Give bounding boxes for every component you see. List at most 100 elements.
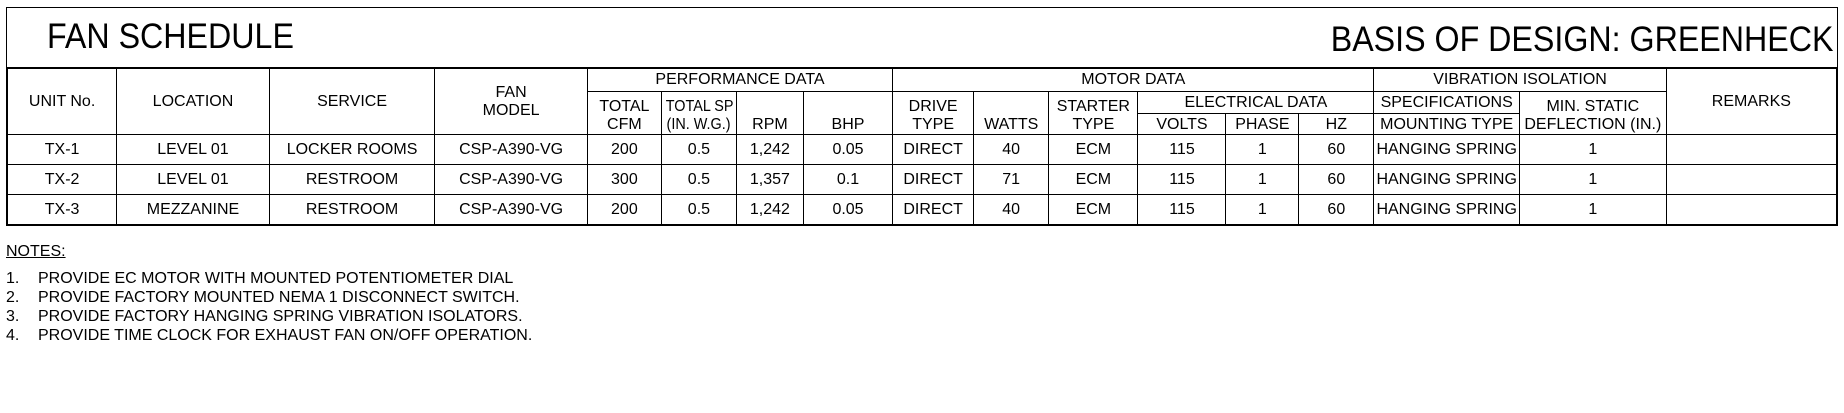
cell-mounting: HANGING SPRING: [1373, 164, 1520, 195]
header-hz: HZ: [1298, 113, 1375, 135]
group-vibration-isolation: VIBRATION ISOLATION: [1373, 68, 1667, 92]
header-phase: PHASE: [1225, 113, 1300, 135]
cell-watts: 40: [973, 194, 1050, 225]
header-volts: VOLTS: [1137, 113, 1227, 135]
cell-hz: 60: [1298, 164, 1375, 195]
cell-service: RESTROOM: [268, 194, 436, 225]
header-unit-no: UNIT No.: [6, 68, 118, 135]
cell-drive: DIRECT: [892, 164, 975, 195]
cell-cfm: 200: [586, 194, 662, 225]
header-rpm: RPM: [735, 91, 804, 135]
cell-unit: TX-2: [6, 164, 118, 195]
note-number: 2.: [6, 289, 20, 306]
cell-starter: ECM: [1048, 194, 1139, 225]
cell-mounting: HANGING SPRING: [1373, 194, 1520, 225]
cell-remarks: [1665, 134, 1838, 165]
cell-bhp: 0.05: [802, 194, 894, 225]
note-item: 4. PROVIDE TIME CLOCK FOR EXHAUST FAN ON…: [6, 326, 532, 345]
cell-rpm: 1,242: [735, 194, 804, 225]
note-text: PROVIDE EC MOTOR WITH MOUNTED POTENTIOME…: [38, 270, 514, 287]
table-row: TX-3 MEZZANINE RESTROOM CSP-A390-VG 200 …: [6, 194, 1838, 225]
table-row: TX-2 LEVEL 01 RESTROOM CSP-A390-VG 300 0…: [6, 164, 1838, 195]
schedule-title: FAN SCHEDULE: [47, 17, 294, 56]
cell-model: CSP-A390-VG: [434, 134, 588, 165]
cell-sp: 0.5: [660, 194, 737, 225]
cell-unit: TX-3: [6, 194, 118, 225]
header-starter-type: STARTER TYPE: [1048, 91, 1139, 135]
header-deflection-line2: DEFLECTION (IN.): [1524, 116, 1662, 133]
basis-of-design: BASIS OF DESIGN: GREENHECK: [1330, 20, 1833, 59]
table-row: TX-1 LEVEL 01 LOCKER ROOMS CSP-A390-VG 2…: [6, 134, 1838, 165]
header-service: SERVICE: [268, 68, 436, 135]
cell-cfm: 200: [586, 134, 662, 165]
cell-rpm: 1,242: [735, 134, 804, 165]
cell-remarks: [1665, 164, 1838, 195]
group-motor-data: MOTOR DATA: [892, 68, 1375, 92]
note-item: 3. PROVIDE FACTORY HANGING SPRING VIBRAT…: [6, 307, 532, 326]
cell-cfm: 300: [586, 164, 662, 195]
cell-location: LEVEL 01: [116, 164, 270, 195]
note-number: 3.: [6, 308, 20, 325]
header-total-sp-line2: (IN. W.G.): [666, 116, 731, 133]
schedule-title-bar: FAN SCHEDULE BASIS OF DESIGN: GREENHECK: [7, 8, 1837, 68]
cell-deflection: 1: [1518, 134, 1667, 165]
note-number: 4.: [6, 327, 20, 344]
group-performance-data: PERFORMANCE DATA: [586, 68, 894, 92]
cell-drive: DIRECT: [892, 194, 975, 225]
cell-location: MEZZANINE: [116, 194, 270, 225]
cell-drive: DIRECT: [892, 134, 975, 165]
header-mounting-type: MOUNTING TYPE: [1373, 113, 1520, 135]
cell-volts: 115: [1137, 194, 1227, 225]
cell-phase: 1: [1225, 134, 1300, 165]
schedule-table: UNIT No. LOCATION SERVICE FAN MODEL PERF…: [6, 68, 1838, 225]
cell-watts: 40: [973, 134, 1050, 165]
cell-deflection: 1: [1518, 194, 1667, 225]
note-text: PROVIDE FACTORY MOUNTED NEMA 1 DISCONNEC…: [38, 289, 520, 306]
cell-hz: 60: [1298, 134, 1375, 165]
cell-phase: 1: [1225, 194, 1300, 225]
cell-sp: 0.5: [660, 164, 737, 195]
cell-remarks: [1665, 194, 1838, 225]
cell-rpm: 1,357: [735, 164, 804, 195]
note-number: 1.: [6, 270, 20, 287]
header-fan-model: FAN MODEL: [434, 68, 588, 135]
header-starter-type-line1: STARTER: [1056, 98, 1130, 115]
header-bhp: BHP: [802, 91, 894, 135]
header-total-sp: TOTAL SP (IN. W.G.): [660, 91, 737, 135]
cell-sp: 0.5: [660, 134, 737, 165]
cell-model: CSP-A390-VG: [434, 194, 588, 225]
notes-title: NOTES:: [6, 243, 66, 260]
note-text: PROVIDE TIME CLOCK FOR EXHAUST FAN ON/OF…: [38, 327, 533, 344]
cell-bhp: 0.05: [802, 134, 894, 165]
cell-deflection: 1: [1518, 164, 1667, 195]
cell-starter: ECM: [1048, 134, 1139, 165]
cell-watts: 71: [973, 164, 1050, 195]
header-watts: WATTS: [973, 91, 1050, 135]
fan-schedule: FAN SCHEDULE BASIS OF DESIGN: GREENHECK …: [6, 7, 1838, 226]
header-remarks: REMARKS: [1665, 68, 1838, 135]
note-item: 2. PROVIDE FACTORY MOUNTED NEMA 1 DISCON…: [6, 288, 532, 307]
note-text: PROVIDE FACTORY HANGING SPRING VIBRATION…: [38, 308, 523, 325]
cell-service: LOCKER ROOMS: [268, 134, 436, 165]
cell-phase: 1: [1225, 164, 1300, 195]
cell-mounting: HANGING SPRING: [1373, 134, 1520, 165]
cell-bhp: 0.1: [802, 164, 894, 195]
header-specifications: SPECIFICATIONS: [1373, 91, 1520, 114]
cell-volts: 115: [1137, 164, 1227, 195]
cell-location: LEVEL 01: [116, 134, 270, 165]
header-drive-type-line2: TYPE: [912, 116, 955, 133]
header-total-cfm-line1: TOTAL: [599, 98, 650, 115]
header-total-cfm: TOTAL CFM: [586, 91, 662, 135]
cell-hz: 60: [1298, 194, 1375, 225]
header-fan-model-line2: MODEL: [482, 101, 540, 119]
header-deflection-line1: MIN. STATIC: [1546, 98, 1640, 115]
cell-volts: 115: [1137, 134, 1227, 165]
header-min-static-deflection: MIN. STATIC DEFLECTION (IN.): [1518, 91, 1667, 135]
header-total-sp-line1: TOTAL SP: [665, 98, 734, 115]
cell-model: CSP-A390-VG: [434, 164, 588, 195]
cell-service: RESTROOM: [268, 164, 436, 195]
cell-starter: ECM: [1048, 164, 1139, 195]
header-drive-type: DRIVE TYPE: [892, 91, 975, 135]
header-drive-type-line1: DRIVE: [908, 98, 958, 115]
header-location: LOCATION: [116, 68, 270, 135]
